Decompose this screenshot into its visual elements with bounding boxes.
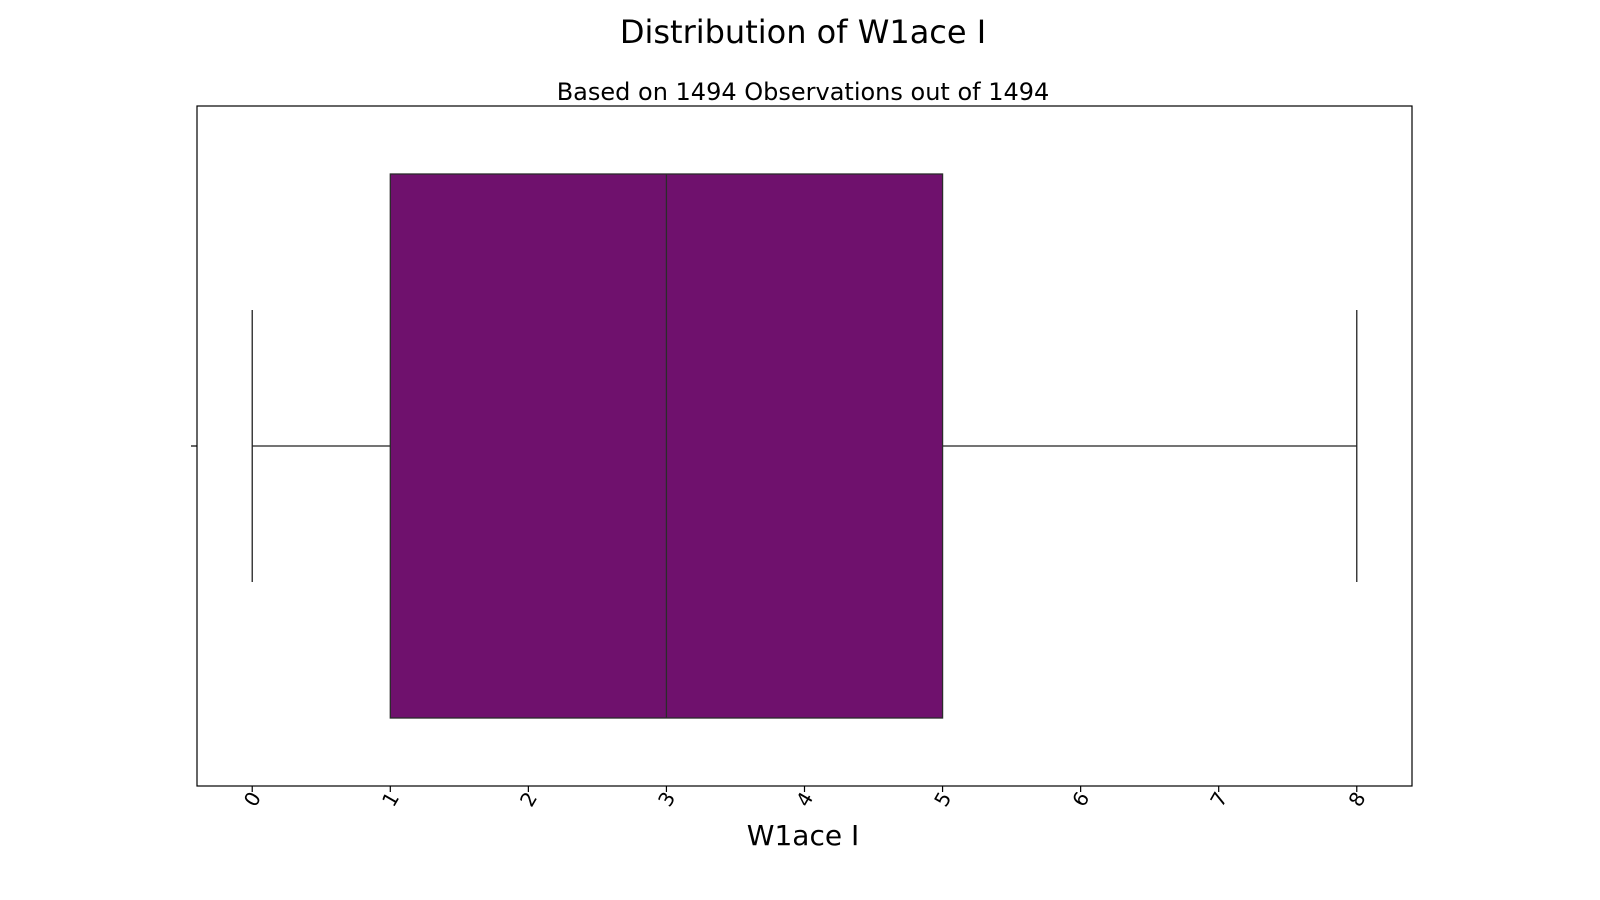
chart-title: Distribution of W1ace I bbox=[620, 13, 986, 51]
box-group bbox=[251, 173, 1358, 719]
x-axis-label: W1ace I bbox=[747, 819, 859, 852]
chart-subtitle: Based on 1494 Observations out of 1494 bbox=[557, 78, 1050, 106]
